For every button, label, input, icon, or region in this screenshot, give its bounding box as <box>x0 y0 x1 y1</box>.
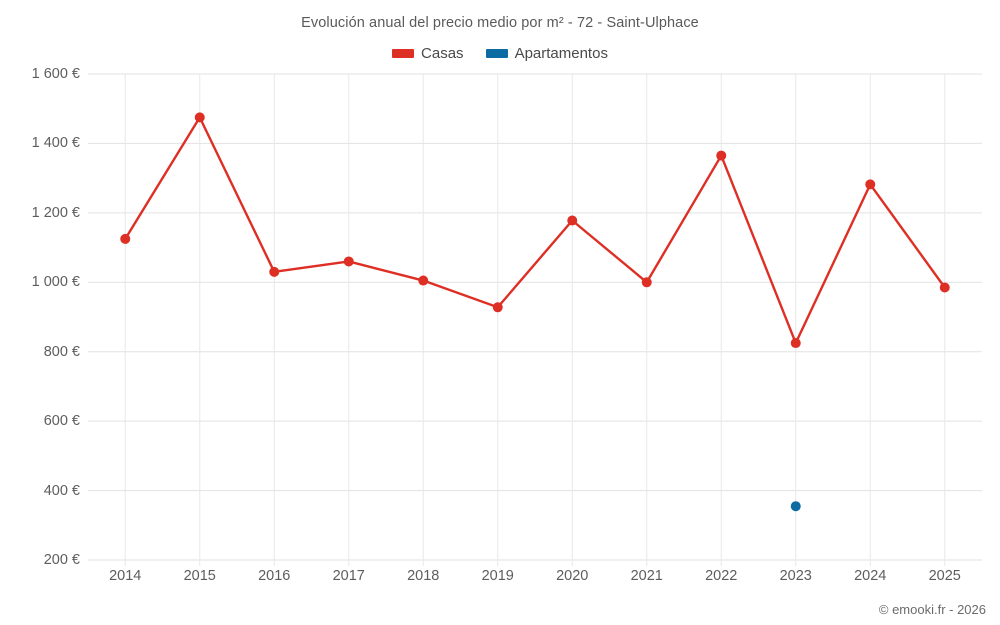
legend-item-apartamentos[interactable]: Apartamentos <box>485 45 608 62</box>
data-point[interactable] <box>716 150 727 161</box>
legend-label-apartamentos: Apartamentos <box>514 45 608 62</box>
y-axis: 200 € 400 € 600 € 800 € 1 000 € 1 200 € 1 400 … <box>0 0 80 625</box>
chart-legend: Casas Apartamentos <box>0 45 1000 62</box>
y-tick-label: 1 600 € <box>31 66 80 82</box>
legend-label-casas: Casas <box>421 45 464 62</box>
data-point[interactable] <box>790 501 801 512</box>
data-point[interactable] <box>343 256 354 267</box>
y-tick-label: 200 € <box>43 552 80 568</box>
x-tick-label: 2018 <box>407 568 440 584</box>
credit-label: © emooki.fr - 2026 <box>878 602 986 617</box>
x-tick-label: 2021 <box>630 568 663 584</box>
data-point[interactable] <box>194 112 205 123</box>
series-layer <box>120 112 950 512</box>
y-tick-label: 800 € <box>43 343 80 360</box>
x-tick-label: 2019 <box>481 568 514 584</box>
chart-title: Evolución anual del precio medio por m² … <box>301 15 699 31</box>
data-point[interactable] <box>120 233 131 244</box>
legend-item-casas[interactable]: Casas <box>392 45 464 62</box>
data-point[interactable] <box>790 338 801 349</box>
y-tick-label: 1 000 € <box>31 274 80 291</box>
data-point[interactable] <box>567 215 578 226</box>
x-tick-label: 2016 <box>258 568 291 584</box>
x-tick-label: 2015 <box>183 568 216 584</box>
x-tick-label: 2017 <box>332 568 365 584</box>
x-tick-label: 2020 <box>556 568 589 584</box>
y-tick-label: 1 200 € <box>31 204 80 221</box>
legend-swatch-icon <box>392 49 415 58</box>
x-tick-label: 2014 <box>109 568 142 584</box>
data-point[interactable] <box>939 282 950 293</box>
y-tick-label: 400 € <box>43 482 80 499</box>
data-point[interactable] <box>269 266 280 277</box>
series-line-casas <box>124 116 946 345</box>
x-tick-label: 2023 <box>779 568 812 584</box>
x-tick-label: 2024 <box>854 568 887 584</box>
data-point[interactable] <box>865 179 876 190</box>
data-point[interactable] <box>418 275 429 286</box>
x-tick-label: 2025 <box>928 568 961 584</box>
y-tick-label: 600 € <box>43 413 80 430</box>
legend-swatch-icon <box>485 49 508 58</box>
data-point[interactable] <box>492 302 503 313</box>
x-tick-label: 2022 <box>705 568 738 584</box>
data-point[interactable] <box>641 277 652 288</box>
y-tick-label: 1 400 € <box>31 135 80 152</box>
